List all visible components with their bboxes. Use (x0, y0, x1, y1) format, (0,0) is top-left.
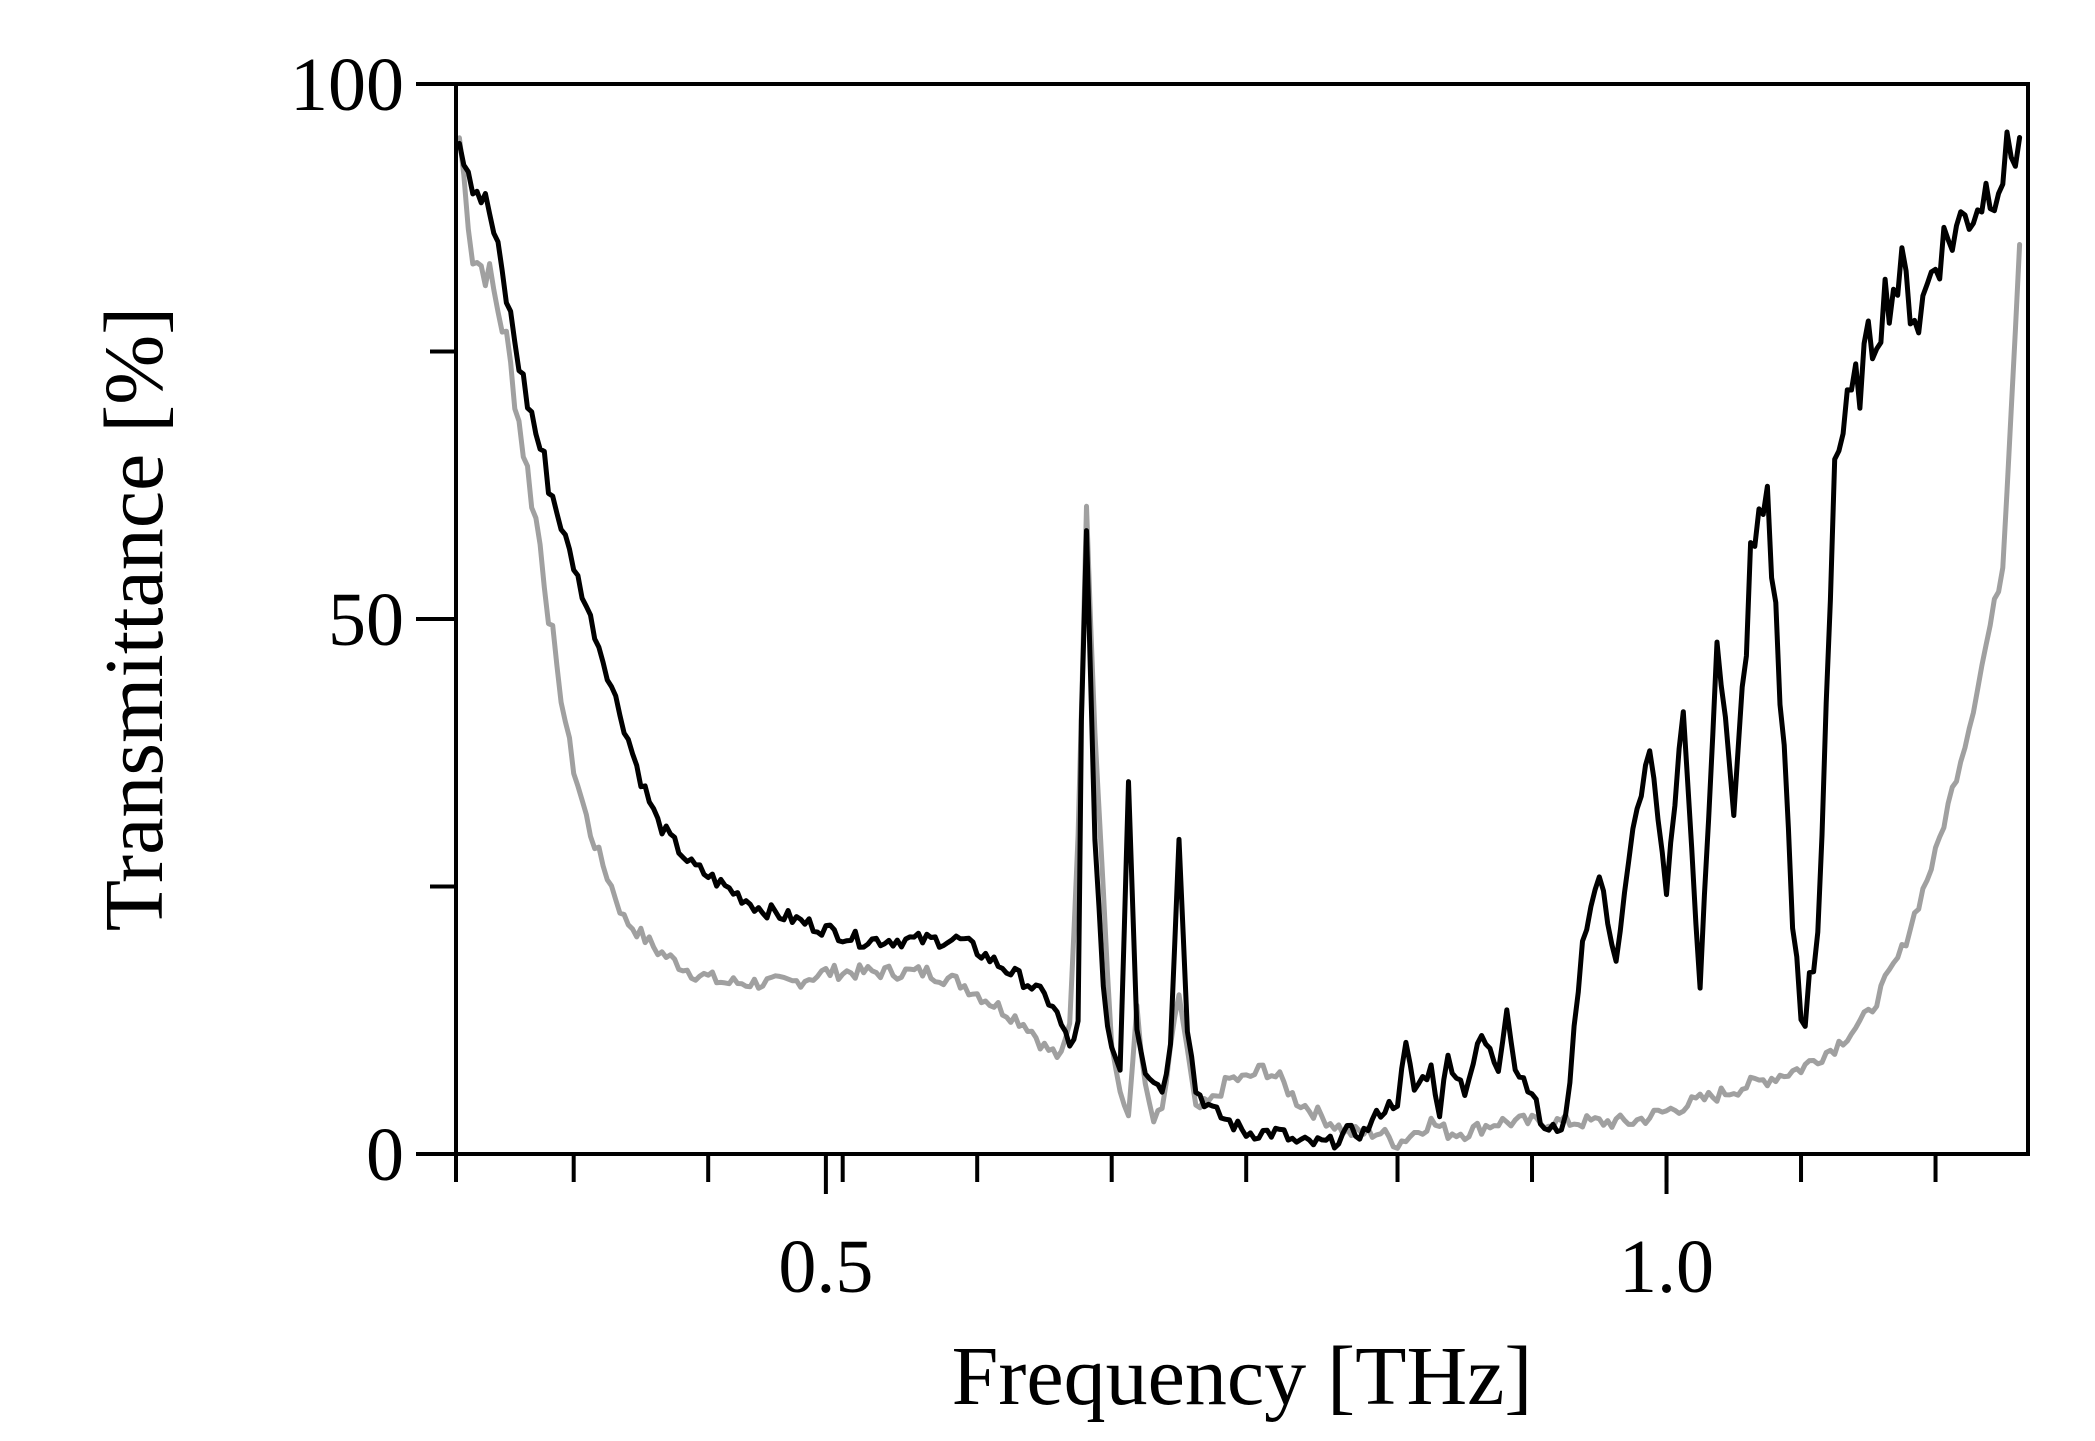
y-axis: 0 50 100 (290, 43, 456, 1197)
x-axis-label: Frequency [THz] (952, 1330, 1533, 1423)
y-axis-label: Transmittance [%] (88, 307, 181, 931)
y-tick-label: 50 (328, 578, 404, 662)
y-tick-label: 0 (366, 1113, 404, 1197)
x-tick-label: 1.0 (1619, 1225, 1714, 1309)
x-axis: 0.5 1.0 (454, 1154, 1938, 1309)
series-layer (456, 129, 2023, 1151)
plot-area (456, 129, 2023, 1151)
series-line-black (456, 129, 2023, 1151)
y-tick-label: 100 (290, 43, 404, 127)
x-tick-label: 0.5 (778, 1225, 873, 1309)
axis-frame (454, 82, 2030, 1156)
series-line-gray (456, 135, 2023, 1151)
